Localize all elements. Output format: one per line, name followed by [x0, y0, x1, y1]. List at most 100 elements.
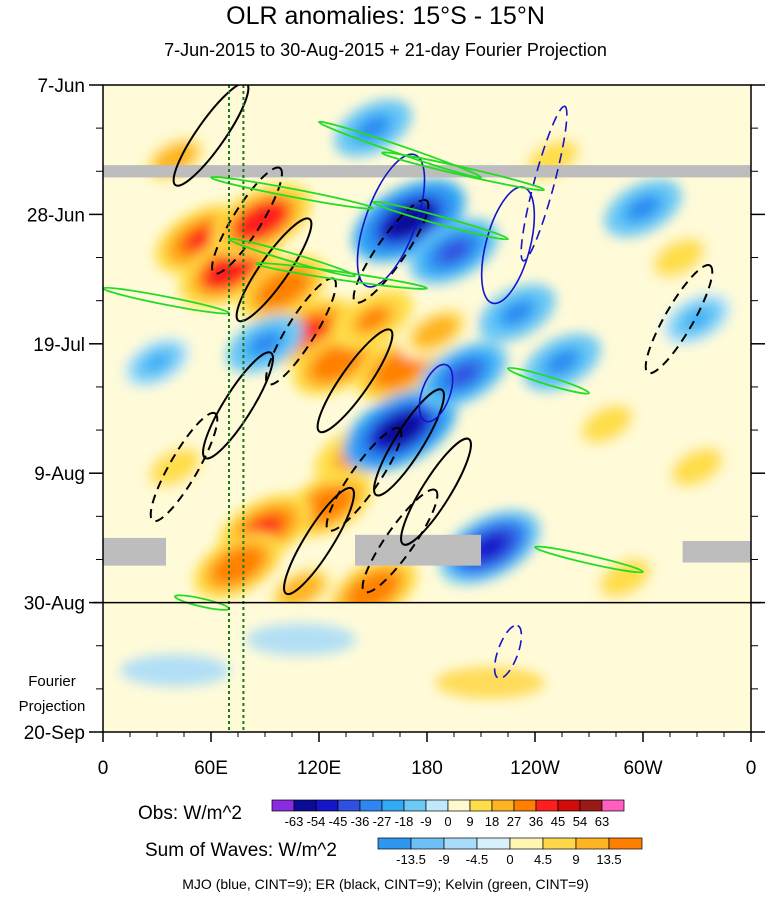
obs-colorbar-swatch — [381, 799, 405, 812]
projection-anomaly-field — [120, 623, 545, 699]
er-contour — [149, 411, 219, 523]
anomaly-blob — [503, 303, 531, 323]
projection-label: Fourier Projection — [19, 673, 86, 715]
er-contour — [352, 198, 430, 304]
waves-colorbar-swatch — [542, 837, 577, 850]
obs-colorbar-swatch — [359, 799, 383, 812]
obs-colorbar-swatch — [535, 799, 559, 812]
obs-colorbar-swatch — [601, 799, 625, 812]
obs-colorbar-swatch — [337, 799, 361, 812]
wave-contours — [103, 85, 714, 680]
projection-blob — [120, 654, 230, 687]
anomaly-blob — [251, 333, 279, 354]
waves-colorbar-swatch — [410, 837, 445, 850]
x-tick-label: 60E — [194, 758, 228, 779]
anomaly-blob — [185, 227, 219, 252]
anomaly-blob — [548, 352, 576, 373]
waves-colorbar-swatch — [476, 837, 511, 850]
obs-colorbar-title: Obs: W/m^2 — [138, 803, 242, 824]
x-tick-label: 60W — [623, 758, 662, 779]
missing-data-band — [103, 537, 166, 566]
anomaly-blob — [359, 118, 387, 139]
anomaly-blob — [629, 198, 657, 219]
obs-colorbar-label: 36 — [529, 814, 543, 829]
kelvin-contour — [372, 200, 509, 241]
kelvin-contour — [228, 237, 356, 278]
obs-colorbar-swatch — [403, 799, 427, 812]
obs-colorbar-label: -9 — [420, 814, 432, 829]
obs-colorbar-label: -45 — [329, 814, 348, 829]
er-contour — [325, 426, 403, 532]
anomaly-blob — [685, 458, 709, 476]
chart-subtitle: 7-Jun-2015 to 30-Aug-2015 + 21-day Fouri… — [164, 40, 607, 60]
projection-label-line: Fourier — [28, 673, 76, 690]
er-contour — [202, 351, 274, 460]
chart-title: OLR anomalies: 15°S - 15°N — [226, 2, 545, 30]
kelvin-contour — [381, 151, 545, 192]
kelvin-contour — [103, 286, 230, 315]
er-contour — [644, 264, 714, 375]
anomaly-blob — [595, 415, 619, 433]
projection-blob — [246, 623, 356, 656]
anomaly-blob — [667, 249, 691, 267]
y-axis: 7-Jun 28-Jun 19-Jul 9-Aug 30-Aug 20-Sep — [24, 76, 765, 744]
obs-colorbar-swatch — [513, 799, 537, 812]
kelvin-contour — [534, 545, 644, 574]
er-contour — [172, 85, 250, 187]
obs-colorbar-label: 18 — [485, 814, 499, 829]
mjo-contour — [493, 624, 523, 680]
er-contour — [373, 388, 445, 497]
obs-colorbar-swatch — [447, 799, 471, 812]
waves-colorbar-label: 9 — [572, 852, 579, 867]
obs-colorbar-label: 0 — [444, 814, 451, 829]
mjo-contour — [356, 153, 426, 288]
y-tick-label: 30-Aug — [24, 594, 85, 615]
er-contour — [400, 437, 472, 546]
missing-data-band — [355, 534, 481, 566]
projection-label-line: Projection — [19, 698, 86, 715]
kelvin-contour — [255, 262, 428, 290]
missing-data-band — [682, 540, 751, 563]
waves-colorbar: -13.5 -9 -4.5 0 4.5 9 13.5 — [377, 837, 643, 867]
anomaly-blob — [384, 357, 416, 380]
anomaly-blob — [321, 350, 353, 374]
y-tick-label: 20-Sep — [24, 723, 85, 744]
wave-contour-caption: MJO (blue, CINT=9); ER (black, CINT=9); … — [182, 876, 589, 892]
anomaly-blob — [447, 363, 479, 386]
mjo-contour — [520, 105, 568, 262]
obs-colorbar-label: 63 — [595, 814, 609, 829]
waves-colorbar-label: 0 — [506, 852, 513, 867]
anomaly-blob — [613, 569, 637, 587]
anomaly-blob — [162, 149, 188, 169]
waves-colorbar-title: Sum of Waves: W/m^2 — [145, 840, 337, 861]
waves-colorbar-swatch — [608, 837, 643, 850]
er-contour — [283, 486, 355, 596]
anomaly-blob — [211, 257, 247, 283]
x-tick-label: 180 — [411, 758, 443, 779]
obs-colorbar-label: 54 — [573, 814, 587, 829]
anomaly-blob — [438, 240, 470, 263]
waves-colorbar-label: -9 — [438, 852, 450, 867]
kelvin-contour — [210, 176, 374, 210]
plot-area — [103, 85, 751, 732]
y-tick-label: 28-Jun — [27, 205, 85, 226]
obs-colorbar-swatch — [315, 799, 339, 812]
anomaly-blob — [288, 580, 314, 600]
x-tick-label: 0 — [98, 758, 109, 779]
anomaly-blob — [267, 277, 299, 300]
obs-colorbar-swatch — [271, 799, 295, 812]
waves-colorbar-swatch — [443, 837, 478, 850]
waves-colorbar-swatch — [575, 837, 610, 850]
waves-colorbar-swatch — [509, 837, 544, 850]
y-tick-label: 7-Jun — [37, 76, 85, 97]
anomaly-blob — [359, 308, 387, 330]
obs-colorbar-label: 27 — [507, 814, 521, 829]
anomaly-blob — [472, 534, 508, 560]
x-axis: 0 60E 120E 180 120W 60W 0 — [98, 732, 756, 779]
anomaly-blob — [145, 353, 169, 371]
obs-colorbar-label: 9 — [466, 814, 473, 829]
obs-colorbar: -63 -54 -45 -36 -27 -18 -9 0 9 18 27 36 45 54 63 — [271, 799, 625, 829]
obs-colorbar-swatch — [425, 799, 449, 812]
anomaly-blob — [423, 321, 449, 342]
obs-colorbar-swatch — [579, 799, 603, 812]
